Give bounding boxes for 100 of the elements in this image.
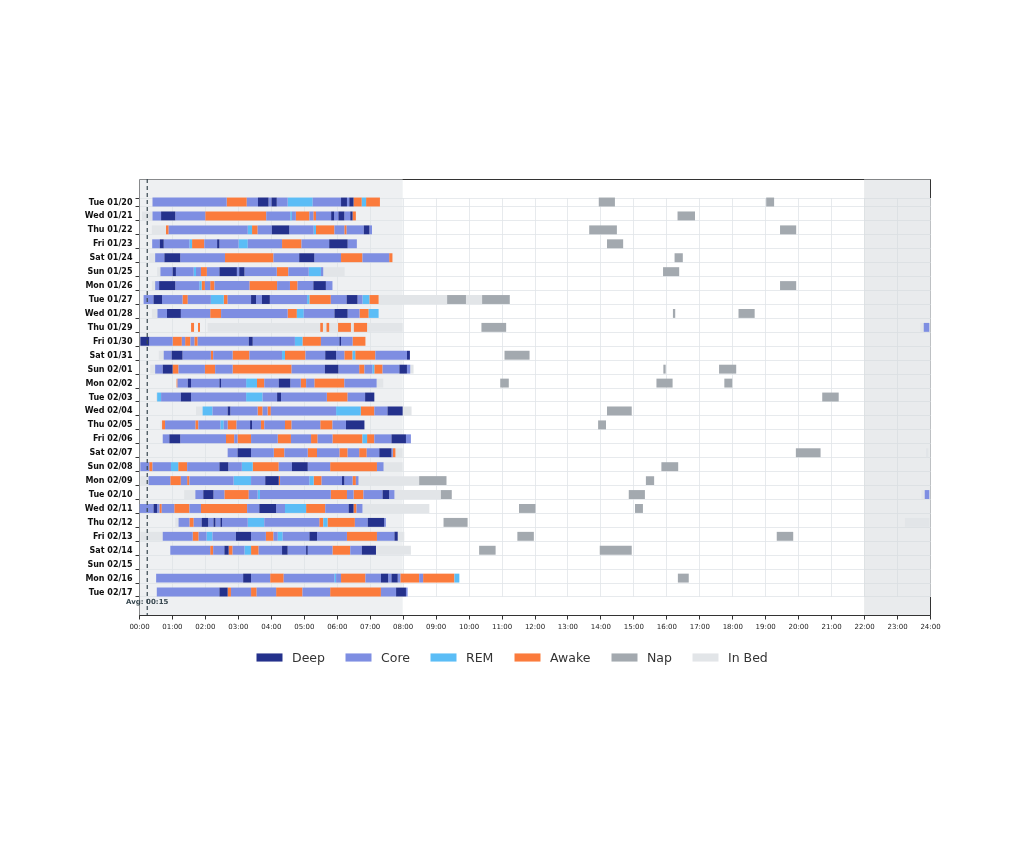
bar <box>674 253 683 263</box>
bar <box>780 281 797 291</box>
bar <box>148 476 171 486</box>
bar <box>320 336 340 346</box>
bar <box>391 434 406 444</box>
bar <box>359 364 365 374</box>
bar <box>159 239 164 249</box>
bar <box>589 225 617 235</box>
bar <box>251 573 271 583</box>
bar <box>376 462 384 472</box>
bar <box>248 490 258 499</box>
bar <box>225 253 274 263</box>
bar <box>369 295 379 304</box>
bar <box>197 336 249 346</box>
bar <box>306 504 326 513</box>
bar <box>189 476 234 486</box>
bar <box>330 462 377 472</box>
bar <box>277 392 282 402</box>
bar <box>302 336 321 346</box>
y-tick-label: Mon 02/02 <box>85 378 133 388</box>
bar <box>447 295 466 304</box>
y-tick-label: Wed 02/04 <box>84 406 133 416</box>
bar <box>336 406 361 416</box>
bar <box>336 573 342 583</box>
bar <box>661 462 679 472</box>
bar <box>227 448 238 458</box>
bar <box>339 448 348 458</box>
bar <box>780 225 797 235</box>
bar <box>161 504 175 513</box>
y-tick-label: Thu 01/29 <box>87 322 133 332</box>
bar <box>288 267 309 277</box>
bar <box>366 448 380 458</box>
bar <box>278 462 292 472</box>
bar <box>278 378 291 388</box>
bar <box>257 225 272 235</box>
bar <box>519 504 536 513</box>
bar <box>330 295 347 304</box>
bar <box>341 253 363 263</box>
bar <box>180 253 226 263</box>
bar <box>149 462 153 472</box>
bar <box>201 517 209 527</box>
bar <box>157 392 162 402</box>
bar <box>204 239 218 249</box>
bar <box>264 420 286 430</box>
bar <box>338 322 351 332</box>
bar <box>175 267 194 277</box>
bar <box>289 281 298 291</box>
bar <box>325 281 333 291</box>
y-tick-label: Tue 02/03 <box>88 392 133 402</box>
bar <box>249 350 283 360</box>
bar <box>222 517 248 527</box>
bar <box>247 517 265 527</box>
bar <box>362 434 368 444</box>
bar <box>227 420 237 430</box>
bar <box>175 211 206 221</box>
bar <box>382 490 390 499</box>
bar <box>228 462 242 472</box>
bar <box>347 448 360 458</box>
bar <box>306 378 315 388</box>
bar <box>822 392 839 402</box>
bar <box>405 434 411 444</box>
bar <box>347 239 357 249</box>
bar <box>264 517 320 527</box>
bar <box>362 253 390 263</box>
bar <box>252 225 258 235</box>
bar <box>161 392 181 402</box>
bar <box>294 336 303 346</box>
bar <box>187 378 192 388</box>
bar <box>374 434 392 444</box>
bar <box>170 545 211 555</box>
bar <box>166 225 169 235</box>
bar <box>367 517 385 527</box>
bar <box>291 211 296 221</box>
bar <box>153 295 163 304</box>
bar <box>221 308 288 318</box>
bar <box>355 350 376 360</box>
bar <box>224 490 249 499</box>
bar <box>261 295 270 304</box>
bar <box>273 448 285 458</box>
bar <box>419 476 447 486</box>
bar <box>504 350 530 360</box>
bar <box>334 211 339 221</box>
bar <box>320 322 323 332</box>
bar <box>362 295 370 304</box>
y-tick-label: Fri 01/23 <box>92 239 133 249</box>
bar <box>149 336 173 346</box>
bar <box>162 531 193 541</box>
bar <box>155 253 165 263</box>
bar <box>380 573 389 583</box>
bar <box>181 336 186 346</box>
y-tick-label: Mon 02/16 <box>85 573 133 583</box>
bar <box>200 267 207 277</box>
bar <box>369 225 373 235</box>
bar <box>677 573 689 583</box>
legend-label: REM <box>466 649 494 665</box>
bar <box>345 420 365 430</box>
bar <box>277 434 291 444</box>
bar <box>140 336 150 346</box>
bar <box>227 295 252 304</box>
bar <box>190 336 195 346</box>
